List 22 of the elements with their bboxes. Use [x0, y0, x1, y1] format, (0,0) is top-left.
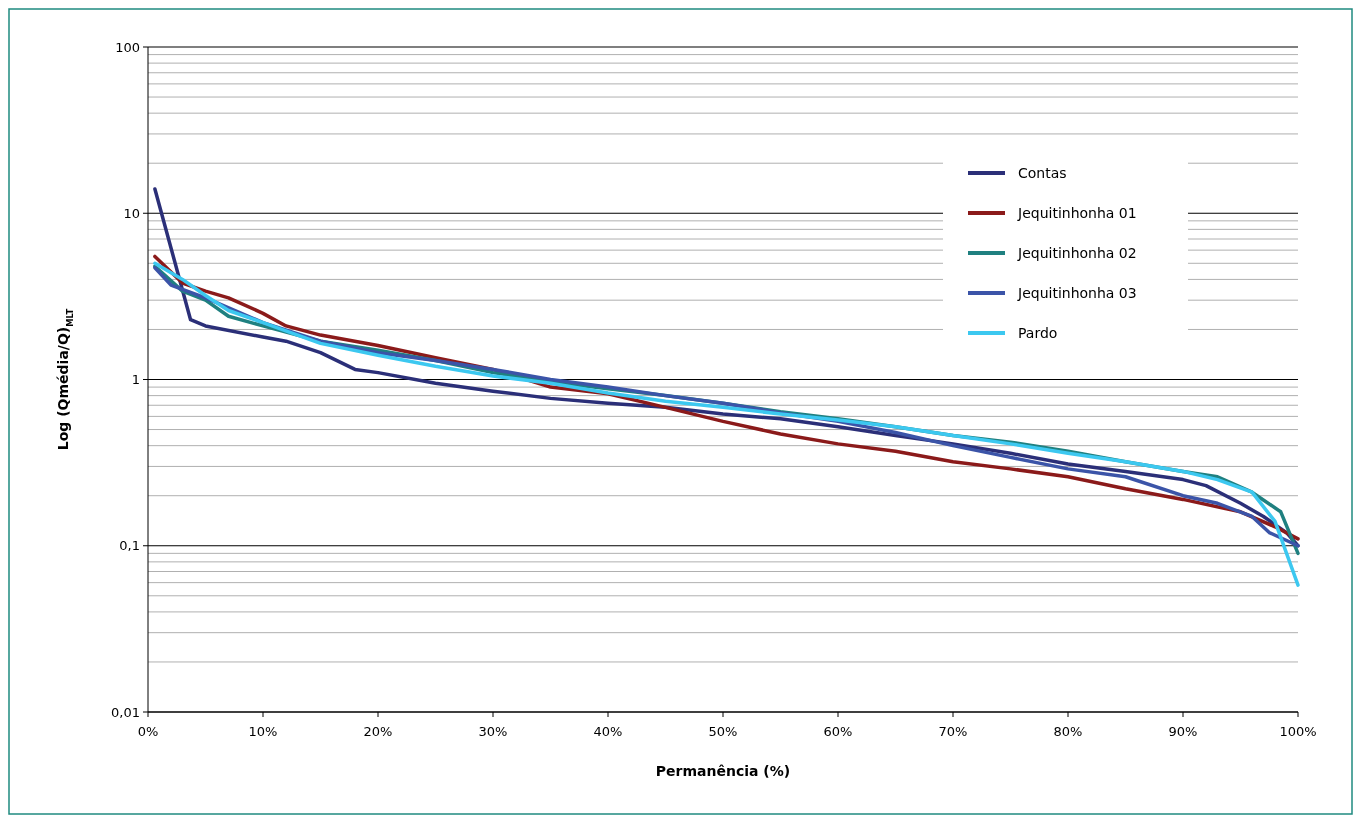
x-tick-label: 50%	[708, 724, 738, 739]
legend-label: Jequitinhonha 02	[1017, 244, 1137, 261]
x-tick-label: 80%	[1053, 724, 1083, 739]
x-tick-label: 90%	[1168, 724, 1198, 739]
x-tick-label: 70%	[938, 724, 968, 739]
legend-label: Contas	[1018, 164, 1067, 181]
x-axis-title: Permanência (%)	[655, 763, 791, 779]
x-tick-label: 30%	[478, 724, 508, 739]
y-tick-label: 100	[115, 39, 140, 55]
y-tick-label: 0,01	[111, 704, 140, 720]
legend-label: Pardo	[1018, 324, 1058, 341]
y-tick-label: 1	[131, 372, 140, 388]
x-tick-label: 60%	[823, 724, 853, 739]
x-tick-label: 20%	[363, 724, 393, 739]
y-tick-label: 0,1	[119, 538, 140, 554]
x-tick-label: 100%	[1279, 724, 1317, 739]
x-tick-label: 10%	[248, 724, 278, 739]
legend-label: Jequitinhonha 03	[1017, 284, 1137, 301]
legend-label: Jequitinhonha 01	[1017, 204, 1137, 221]
y-tick-label: 10	[123, 205, 140, 221]
x-tick-label: 40%	[593, 724, 623, 739]
x-tick-label: 0%	[137, 724, 159, 739]
